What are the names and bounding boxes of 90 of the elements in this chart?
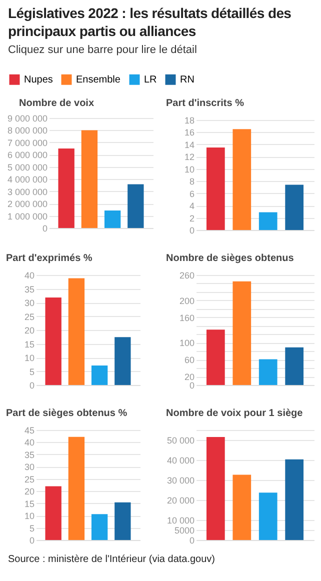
y-tick-label: 5000 <box>174 526 194 536</box>
bar <box>114 502 131 540</box>
y-tick-label: 18 <box>184 116 194 126</box>
bar <box>285 459 304 540</box>
bar <box>91 514 108 540</box>
y-tick-label: 260 <box>179 270 194 280</box>
y-tick-label: 10 <box>24 353 34 363</box>
y-tick-label: 25 <box>24 312 34 322</box>
y-tick-label: 35 <box>24 284 34 294</box>
y-tick-label: 50 000 <box>166 436 194 446</box>
bar <box>206 148 225 230</box>
y-tick-label: 4 000 000 <box>7 174 48 185</box>
bar <box>104 210 121 228</box>
bar <box>232 281 252 385</box>
y-tick-label: 16 <box>184 128 194 138</box>
y-tick-label: 45 <box>24 426 34 436</box>
y-tick-label: 0 <box>189 536 194 546</box>
y-tick-label: 9 000 000 <box>7 114 48 124</box>
bar <box>258 492 278 540</box>
chart-title: Part d'inscrits % <box>166 98 244 109</box>
bar <box>68 278 85 385</box>
y-tick-label: 20 <box>24 326 34 336</box>
text: Cliquez sur une barre pour lire le détail <box>8 44 198 56</box>
bar <box>258 359 278 385</box>
y-tick-label: 25 <box>24 474 34 484</box>
y-tick-label: 60 <box>184 355 194 366</box>
y-tick-label: 8 <box>189 176 194 187</box>
y-tick-label: 10 <box>24 511 34 522</box>
bar <box>81 130 98 228</box>
bar <box>258 212 278 230</box>
y-tick-label: 14 <box>184 140 194 150</box>
y-tick-label: 5 <box>29 366 34 377</box>
y-tick-label: 1 000 000 <box>7 211 48 222</box>
y-tick-label: 4 <box>189 201 194 212</box>
bar <box>128 184 144 228</box>
y-tick-label: 2 000 000 <box>7 199 48 210</box>
bar <box>45 486 62 540</box>
legend-label: RN <box>180 74 194 86</box>
y-tick-label: 20 000 <box>166 496 194 506</box>
y-tick-label: 30 <box>24 298 34 308</box>
y-tick-label: 0 <box>42 224 48 234</box>
bar <box>45 298 62 385</box>
y-tick-label: 10 000 <box>166 516 194 526</box>
bar <box>206 437 225 540</box>
chart-title: Nombre de voix <box>19 98 94 109</box>
y-tick-label: 0 <box>189 380 194 390</box>
bar <box>206 330 225 385</box>
bar <box>114 337 131 385</box>
bar <box>285 347 304 385</box>
bar <box>232 474 252 540</box>
y-tick-label: 30 000 <box>166 476 194 486</box>
y-tick-label: 20 <box>184 372 194 382</box>
y-tick-label: 7 000 000 <box>7 138 48 148</box>
y-tick-label: 20 <box>24 486 34 497</box>
y-tick-label: 0 <box>29 536 34 546</box>
y-tick-label: 0 <box>189 226 194 236</box>
legend-label: Ensemble <box>76 74 121 86</box>
chart-title: Part d'exprimés % <box>6 253 92 264</box>
legend-label: Nupes <box>24 74 53 86</box>
y-tick-label: 8 000 000 <box>7 126 48 136</box>
y-tick-label: 15 <box>24 339 34 350</box>
y-tick-label: 5 <box>29 523 34 534</box>
y-tick-label: 100 <box>179 338 194 348</box>
text: Législatives 2022 : les résultats détaillés des principaux partis ou alliances <box>8 4 292 40</box>
bar <box>91 365 108 385</box>
y-tick-label: 40 <box>24 270 34 280</box>
chart-title: Nombre de sièges obtenus <box>166 253 294 264</box>
y-tick-label: 10 <box>184 164 194 174</box>
y-tick-label: 0 <box>29 380 34 390</box>
chart-title: Nombre de voix pour 1 siège <box>166 408 304 419</box>
source-note: Source : ministère de l'Intérieur (via data.gouv) <box>8 554 216 565</box>
y-tick-label: 6 000 000 <box>7 150 48 160</box>
y-tick-label: 2 <box>189 213 194 224</box>
bar <box>58 148 74 228</box>
bar <box>285 184 304 230</box>
bar <box>68 436 85 540</box>
y-tick-label: 35 <box>24 450 34 460</box>
y-tick-label: 40 000 <box>166 456 194 466</box>
y-tick-label: 160 <box>179 312 194 323</box>
y-tick-label: 200 <box>179 296 194 306</box>
legend-label: LR <box>144 74 157 86</box>
y-tick-label: 40 <box>24 438 34 448</box>
y-tick-label: 15 <box>24 498 34 509</box>
y-tick-label: 30 <box>24 462 34 472</box>
chart-title: Part de sièges obtenus % <box>6 408 128 419</box>
bar <box>232 129 252 230</box>
y-tick-label: 3 000 000 <box>7 186 48 197</box>
y-tick-label: 6 <box>189 188 194 199</box>
y-tick-label: 12 <box>184 152 194 162</box>
y-tick-label: 5 000 000 <box>7 162 48 172</box>
